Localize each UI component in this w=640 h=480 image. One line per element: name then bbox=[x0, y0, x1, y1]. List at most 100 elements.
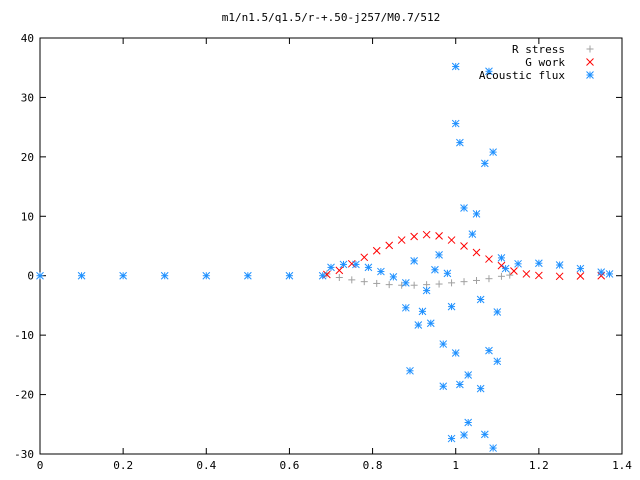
data-point bbox=[335, 273, 343, 281]
data-point bbox=[497, 272, 505, 280]
data-point bbox=[456, 380, 464, 389]
data-point bbox=[406, 366, 414, 375]
data-point bbox=[410, 232, 418, 241]
data-point bbox=[385, 281, 393, 289]
y-tick-label: -30 bbox=[14, 448, 34, 461]
data-point bbox=[576, 264, 585, 273]
data-point bbox=[476, 295, 485, 304]
data-point bbox=[485, 67, 493, 76]
data-point bbox=[414, 321, 423, 329]
y-tick-label: 30 bbox=[21, 91, 34, 104]
data-point bbox=[485, 275, 493, 283]
data-point bbox=[397, 236, 406, 244]
data-point bbox=[460, 278, 468, 286]
data-point bbox=[510, 267, 518, 275]
data-point bbox=[497, 261, 506, 270]
chart-title: m1/n1.5/q1.5/r-+.50-j257/M0.7/512 bbox=[222, 11, 441, 24]
data-point bbox=[555, 261, 564, 269]
x-tick-label: 1.4 bbox=[612, 459, 632, 472]
data-point bbox=[431, 265, 439, 274]
data-point bbox=[489, 148, 497, 156]
data-point bbox=[464, 371, 473, 379]
data-point bbox=[352, 260, 360, 269]
data-point bbox=[597, 271, 606, 280]
data-point bbox=[372, 246, 381, 255]
data-point bbox=[522, 270, 531, 278]
data-point bbox=[385, 241, 394, 250]
data-point bbox=[377, 267, 385, 276]
data-point bbox=[535, 259, 543, 268]
data-point bbox=[489, 444, 497, 452]
series-r-stress bbox=[323, 270, 514, 289]
x-axis: 0 0.2 0.4 0.6 0.8 1 1.2 1.4 bbox=[37, 38, 632, 472]
data-point bbox=[472, 248, 481, 257]
data-point bbox=[285, 271, 294, 280]
data-point bbox=[451, 119, 460, 128]
data-point bbox=[418, 307, 427, 316]
legend-marker bbox=[586, 58, 594, 66]
data-point bbox=[443, 269, 452, 278]
data-point bbox=[348, 276, 356, 284]
data-point bbox=[410, 257, 418, 265]
data-point bbox=[373, 279, 381, 287]
data-point bbox=[501, 264, 510, 273]
y-tick-label: -10 bbox=[14, 329, 34, 342]
data-point bbox=[473, 276, 480, 284]
y-tick-label: -20 bbox=[14, 389, 34, 402]
data-point bbox=[480, 159, 489, 168]
data-point bbox=[244, 271, 252, 280]
data-point bbox=[493, 308, 502, 316]
y-tick-label: 40 bbox=[21, 32, 34, 45]
series-g-work bbox=[322, 230, 606, 281]
data-point bbox=[447, 302, 456, 311]
data-point bbox=[426, 319, 435, 328]
data-point bbox=[464, 418, 473, 427]
data-point bbox=[339, 260, 348, 269]
data-point bbox=[422, 230, 431, 239]
data-point bbox=[36, 271, 44, 280]
x-tick-label: 1 bbox=[452, 459, 459, 472]
series-acoustic-flux bbox=[36, 62, 614, 452]
x-tick-label: 1.2 bbox=[529, 459, 549, 472]
x-tick-label: 0.4 bbox=[196, 459, 216, 472]
data-point bbox=[335, 266, 344, 275]
data-point bbox=[202, 271, 211, 280]
data-point bbox=[460, 242, 468, 250]
data-point bbox=[448, 279, 456, 287]
data-point bbox=[435, 251, 443, 259]
data-point bbox=[77, 271, 86, 280]
data-point bbox=[493, 357, 502, 366]
data-point bbox=[605, 270, 614, 278]
data-point bbox=[318, 271, 327, 280]
data-point bbox=[364, 263, 373, 272]
data-point bbox=[497, 254, 506, 262]
data-point bbox=[514, 259, 522, 268]
data-point bbox=[401, 278, 410, 287]
legend-marker bbox=[586, 71, 594, 79]
data-point bbox=[119, 271, 127, 280]
data-point bbox=[447, 236, 456, 244]
data-point bbox=[327, 263, 335, 272]
data-point bbox=[435, 280, 443, 288]
data-layer bbox=[36, 62, 614, 452]
y-tick-label: 20 bbox=[21, 151, 34, 164]
data-point bbox=[576, 272, 585, 280]
data-point bbox=[535, 271, 543, 280]
legend-label: R stress bbox=[512, 43, 565, 56]
data-point bbox=[468, 230, 477, 238]
data-point bbox=[401, 303, 410, 312]
data-point bbox=[410, 281, 418, 289]
data-point bbox=[472, 210, 481, 218]
data-point bbox=[439, 382, 448, 391]
y-tick-label: 10 bbox=[21, 210, 34, 223]
data-point bbox=[451, 349, 460, 357]
data-point bbox=[439, 340, 448, 348]
data-point bbox=[476, 384, 485, 393]
x-tick-label: 0.6 bbox=[279, 459, 299, 472]
data-point bbox=[597, 268, 606, 277]
data-point bbox=[460, 204, 468, 212]
data-point bbox=[506, 271, 514, 279]
data-point bbox=[160, 271, 169, 280]
